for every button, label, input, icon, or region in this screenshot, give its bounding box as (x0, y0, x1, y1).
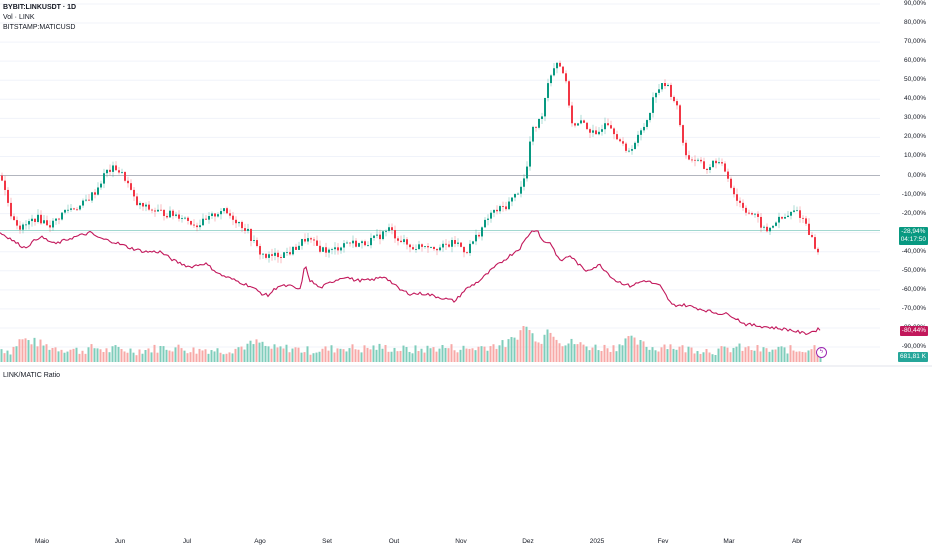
bar-countdown: 04:17:50 (900, 236, 926, 243)
y-tick-label: 40,00% (903, 95, 926, 103)
x-tick-label: Maio (34, 538, 50, 545)
y-tick-label: 90,00% (903, 0, 926, 7)
x-tick-label: Abr (791, 538, 803, 545)
y-tick-label: 80,00% (903, 19, 926, 27)
y-tick-label: -50,00% (901, 266, 926, 274)
x-tick-label: Jul (182, 538, 192, 545)
ratio-pane-title[interactable]: LINK/MATIC Ratio (3, 372, 61, 379)
y-tick-label: -90,00% (901, 343, 926, 350)
volume-last-badge: 681,81 K (897, 352, 928, 362)
x-tick-label: Fev (657, 538, 669, 545)
x-tick-label: Jun (114, 538, 126, 545)
y-tick-label: -60,00% (901, 285, 926, 293)
x-tick-label: Ago (254, 538, 266, 545)
y-tick-label: 20,00% (903, 133, 926, 141)
lightning-icon[interactable]: ϟ (816, 347, 827, 358)
y-tick-label: -70,00% (901, 304, 926, 312)
y-tick-label: -20,00% (901, 209, 926, 217)
legend-main-symbol[interactable]: BYBIT:LINKUSDT · 1D (3, 4, 77, 11)
y-tick-label: -40,00% (901, 247, 926, 255)
x-tick-label: Nov (455, 538, 467, 545)
last-price-badge: -28,94% 04:17:50 (898, 227, 928, 245)
x-tick-label: Out (388, 538, 400, 545)
x-tick-label: 2025 (589, 538, 605, 545)
chart-legend: BYBIT:LINKUSDT · 1D Vol · LINK BITSTAMP:… (3, 3, 76, 33)
x-tick-label: Mar (723, 538, 735, 545)
y-tick-label: 30,00% (903, 114, 926, 122)
x-tick-label: Set (322, 538, 332, 545)
y-tick-label: 50,00% (903, 76, 926, 84)
y-tick-label: -10,00% (901, 190, 926, 198)
x-tick-label: Dez (522, 538, 534, 545)
legend-volume[interactable]: Vol · LINK (3, 14, 35, 21)
compare-last-badge: -80,44% (899, 326, 928, 336)
legend-compare-symbol[interactable]: BITSTAMP:MATICUSD (3, 24, 76, 31)
y-tick-label: 70,00% (903, 38, 926, 46)
y-tick-label: 60,00% (903, 57, 926, 65)
y-tick-label: 10,00% (903, 152, 926, 160)
last-change-value: -28,94% (901, 228, 926, 235)
y-tick-label: 0,00% (907, 171, 926, 179)
